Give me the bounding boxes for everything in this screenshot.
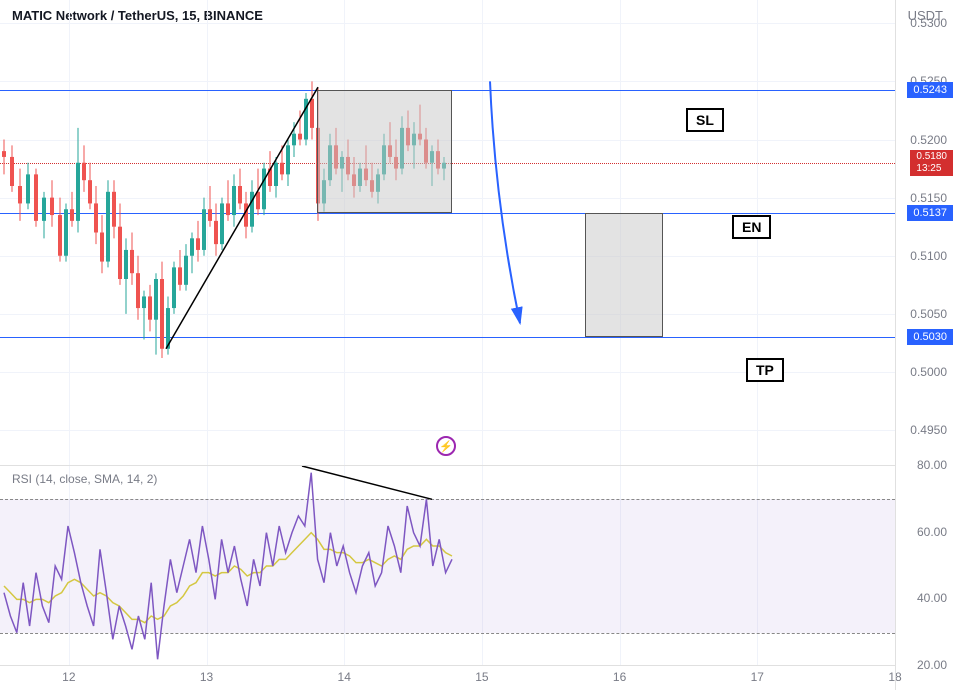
y-tick-label: 0.5150 [910,191,947,205]
y-tick-label: 0.4950 [910,423,947,437]
price-line-label: 0.5030 [907,329,953,345]
current-price-label: 0.518013:25 [910,150,953,176]
x-axis: 12131415161718 [0,665,895,690]
y-axis: USDT 0.49500.50000.50500.51000.51500.520… [895,0,955,690]
x-tick-label: 17 [751,670,764,684]
main-price-pane[interactable]: MATIC Network / TetherUS, 15, BINANCE SL… [0,0,895,465]
rsi-pane[interactable]: RSI (14, close, SMA, 14, 2) [0,465,895,665]
rsi-y-label: 20.00 [917,658,947,672]
y-tick-label: 0.5300 [910,16,947,30]
y-tick-label: 0.5050 [910,307,947,321]
x-tick-label: 14 [338,670,351,684]
chart-container: MATIC Network / TetherUS, 15, BINANCE SL… [0,0,895,690]
y-tick-label: 0.5100 [910,249,947,263]
rsi-y-label: 60.00 [917,525,947,539]
rsi-y-label: 80.00 [917,458,947,472]
y-tick-label: 0.5200 [910,133,947,147]
x-tick-label: 12 [62,670,75,684]
price-line-label: 0.5243 [907,82,953,98]
y-tick-label: 0.5000 [910,365,947,379]
x-tick-label: 13 [200,670,213,684]
price-line-label: 0.5137 [907,205,953,221]
x-tick-label: 15 [475,670,488,684]
flash-icon[interactable]: ⚡ [436,436,456,456]
rsi-y-label: 40.00 [917,591,947,605]
trend-line [0,0,895,465]
x-tick-label: 16 [613,670,626,684]
rsi-lines [0,466,895,666]
